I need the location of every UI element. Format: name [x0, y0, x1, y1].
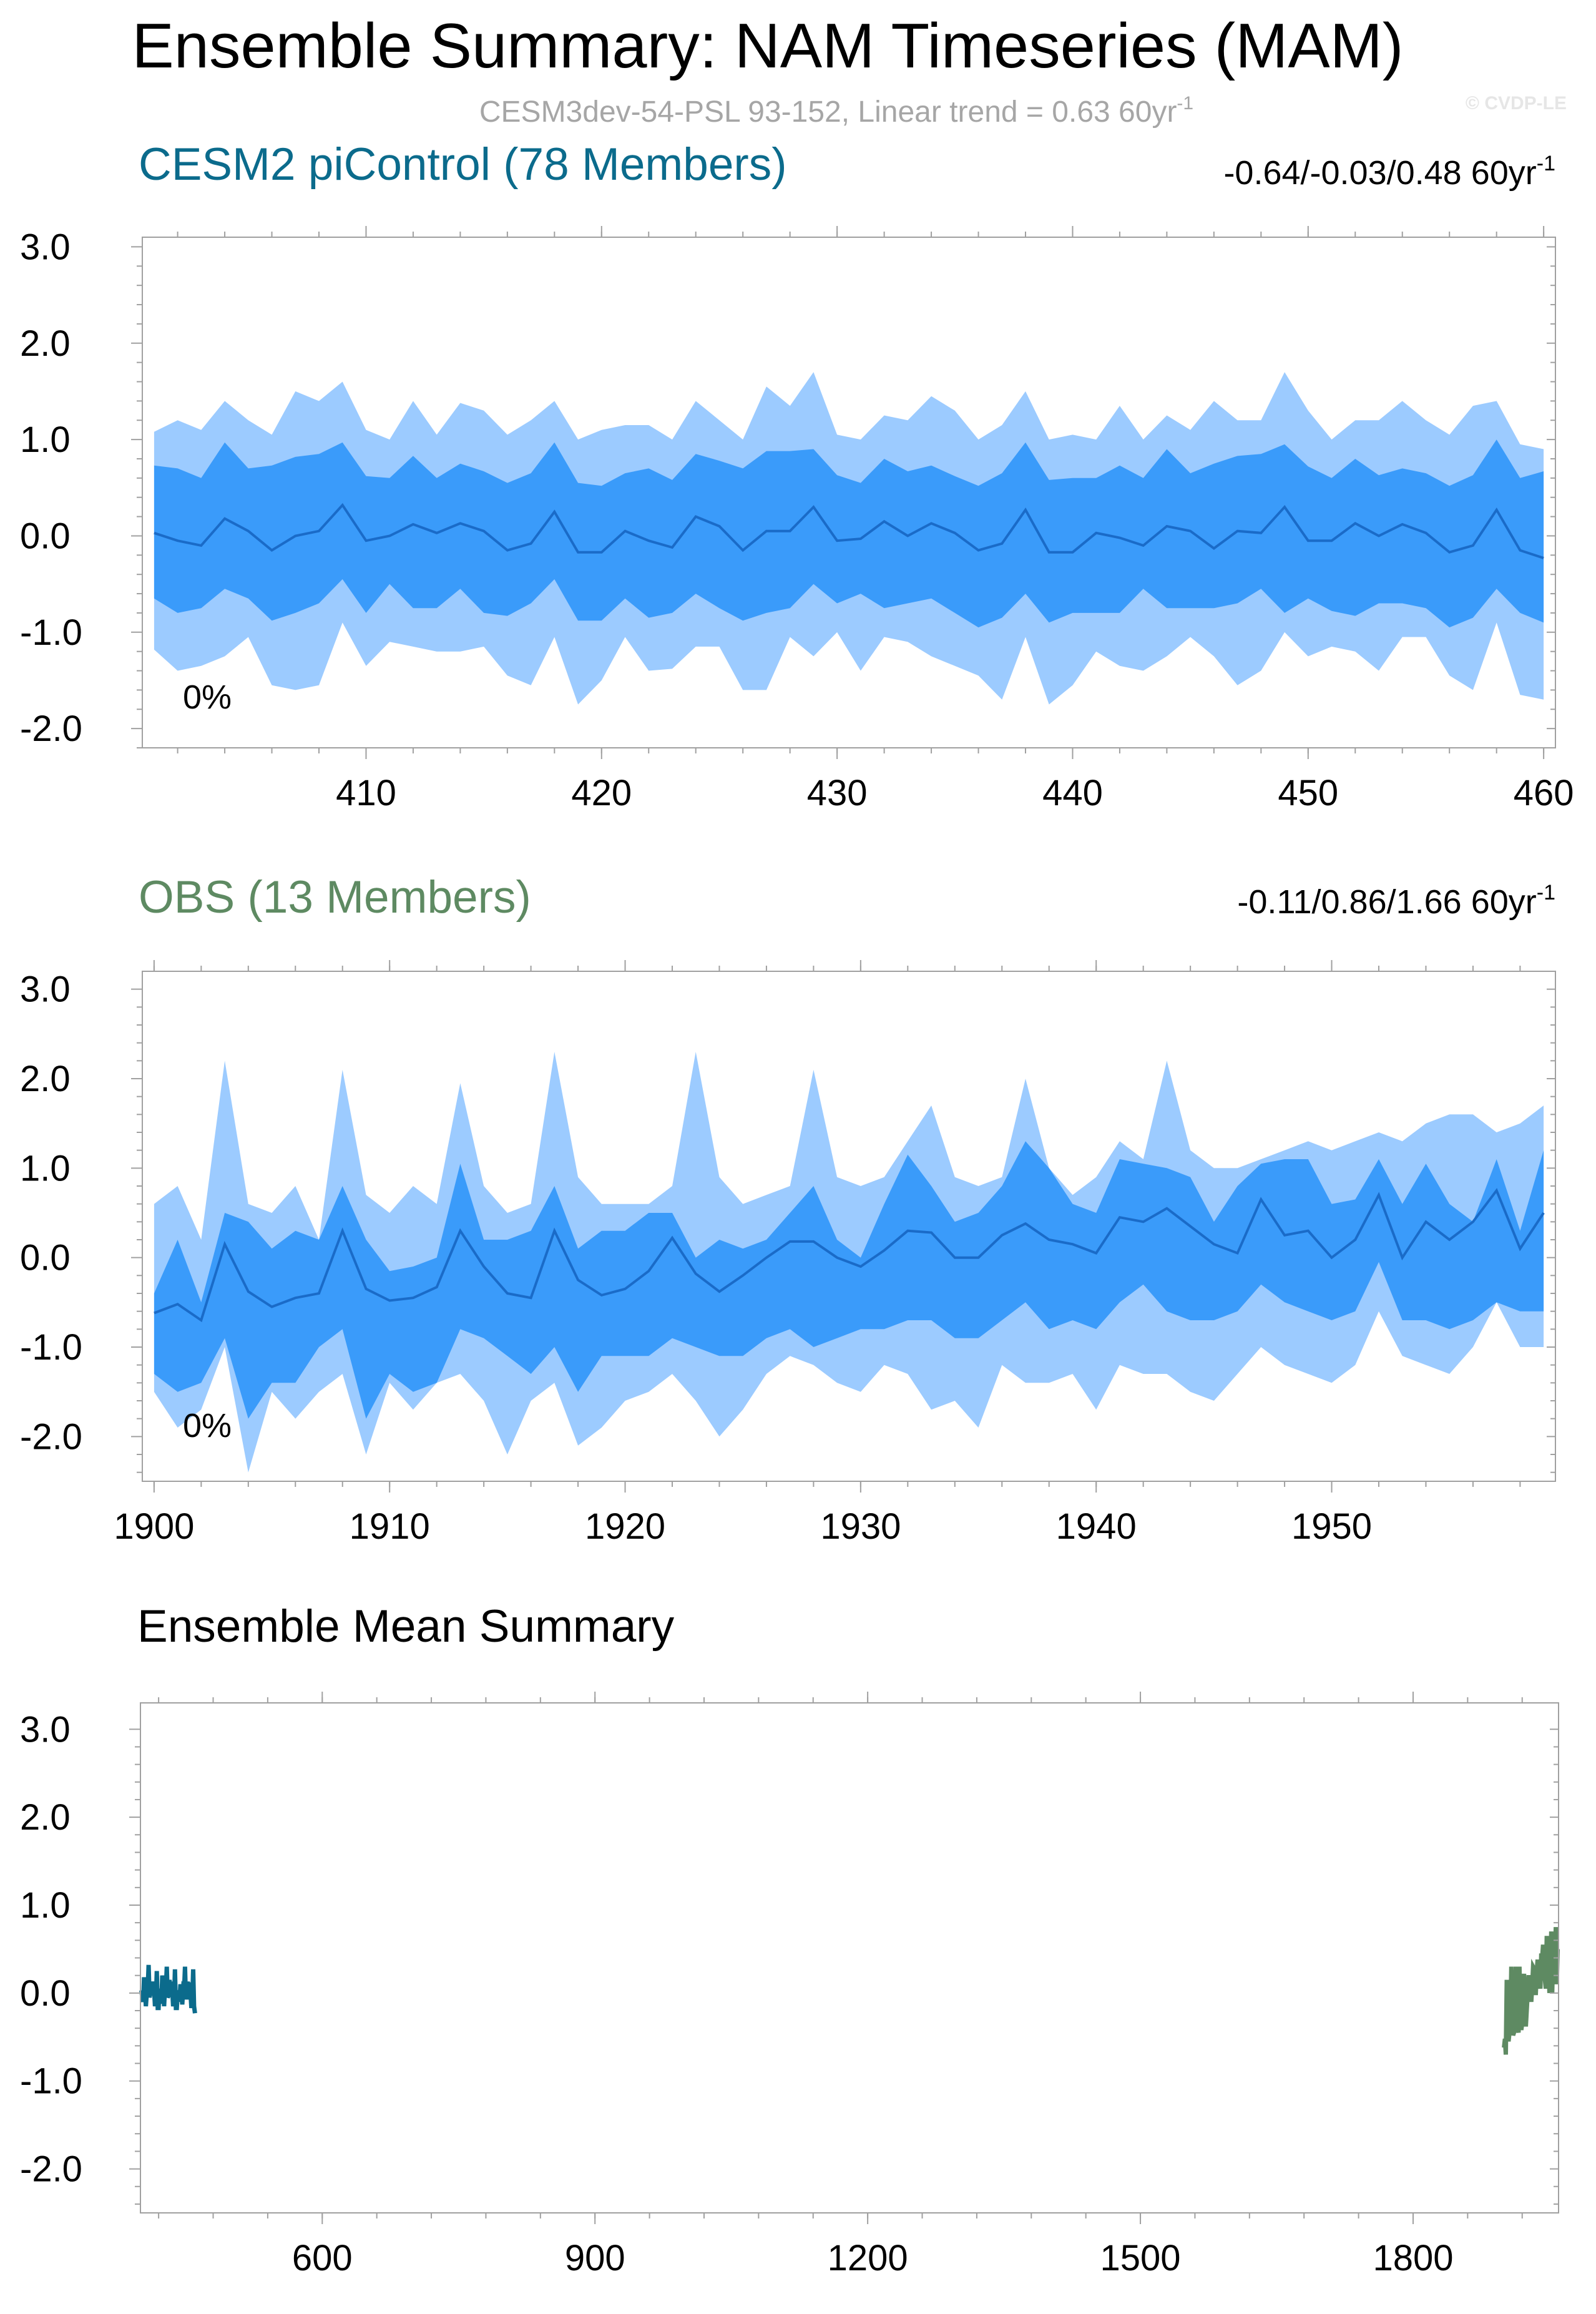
cesm2-mean-series	[139, 1964, 197, 2014]
y-tick-label: 0.0	[20, 1238, 71, 1278]
plot-frame	[140, 1702, 1559, 2213]
y-tick-label: -1.0	[20, 2061, 82, 2102]
x-tick-label: 420	[571, 773, 632, 813]
watermark: © CVDP-LE	[1466, 93, 1567, 114]
plot-frame	[142, 971, 1556, 1482]
figure-title: Ensemble Summary: NAM Timeseries (MAM)	[132, 11, 1403, 81]
x-tick-label: 1500	[1100, 2238, 1181, 2278]
panel-title: Ensemble Mean Summary	[137, 1601, 675, 1652]
x-tick-label: 450	[1278, 773, 1338, 813]
x-tick-label: 460	[1514, 773, 1574, 813]
x-tick-label: 1920	[585, 1506, 665, 1547]
inner-spread-band	[154, 439, 1544, 628]
y-tick-label: 3.0	[20, 1709, 71, 1750]
figure-subtitle-text: CESM3dev-54-PSL 93-152, Linear trend = 0…	[479, 96, 1177, 129]
percent-label: 0%	[183, 1407, 232, 1444]
figure-subtitle: CESM3dev-54-PSL 93-152, Linear trend = 0…	[479, 93, 1193, 129]
y-tick-label: -2.0	[20, 2149, 82, 2190]
y-tick-label: 0.0	[20, 516, 71, 556]
x-tick-label: 900	[565, 2238, 625, 2278]
percent-label: 0%	[183, 679, 232, 716]
range-text-sup: -1	[1537, 152, 1555, 175]
x-tick-label: 1200	[828, 2238, 908, 2278]
inner-spread-band	[154, 1141, 1544, 1419]
y-tick-label: -2.0	[20, 708, 82, 749]
panel-ensemble-mean-summary: Ensemble Mean Summary 3.0 2.0 1.0 0.0 -1.0 -2…	[20, 1601, 1560, 2278]
range-text-main: -0.11/0.86/1.66 60yr	[1237, 883, 1536, 921]
x-tick-label: 1940	[1056, 1506, 1137, 1547]
y-tick-label: 2.0	[20, 1797, 71, 1838]
y-tick-label: 3.0	[20, 969, 71, 1010]
y-tick-label: -1.0	[20, 612, 82, 653]
panel-cesm2-picontrol: CESM2 piControl (78 Members) -0.64/-0.03…	[20, 139, 1574, 813]
range-text: -0.11/0.86/1.66 60yr-1	[1237, 881, 1555, 921]
y-tick-label: 2.0	[20, 323, 71, 364]
y-tick-label: 1.0	[20, 1148, 71, 1189]
plot-frame	[142, 237, 1556, 748]
figure-subtitle-sup: -1	[1177, 93, 1193, 114]
x-tick-label: 440	[1042, 773, 1103, 813]
plot-area-ensemble-mean: 3.0 2.0 1.0 0.0 -1.0 -2.0 600 900 1200 1500 1800	[20, 1692, 1560, 2278]
range-text: -0.64/-0.03/0.48 60yr-1	[1223, 152, 1555, 192]
plot-area-cesm2: 3.0 2.0 1.0 0.0 -1.0 -2.0 410 420 430 440 450 460	[20, 226, 1574, 813]
x-tick-label: 1910	[350, 1506, 430, 1547]
range-text-sup: -1	[1537, 881, 1555, 905]
x-tick-label: 600	[292, 2238, 353, 2278]
x-tick-label: 1930	[820, 1506, 901, 1547]
panel-obs: OBS (13 Members) -0.11/0.86/1.66 60yr-1 …	[20, 872, 1556, 1547]
y-tick-label: 0.0	[20, 1973, 71, 2014]
y-tick-label: 2.0	[20, 1059, 71, 1099]
x-tick-label: 430	[807, 773, 868, 813]
ensemble-mean-line	[154, 503, 1544, 559]
plot-area-obs: 3.0 2.0 1.0 0.0 -1.0 -2.0 1900 1910 1920 1930 1940…	[20, 960, 1556, 1547]
x-tick-label: 1950	[1291, 1506, 1372, 1547]
ensemble-mean-line	[154, 1188, 1545, 1323]
y-tick-label: 1.0	[20, 419, 71, 460]
x-tick-label: 1900	[114, 1506, 194, 1547]
obs-mean-series	[1502, 1927, 1560, 2055]
y-tick-label: 1.0	[20, 1885, 71, 1926]
x-tick-label: 410	[336, 773, 396, 813]
x-tick-label: 1800	[1373, 2238, 1453, 2278]
y-tick-label: -1.0	[20, 1327, 82, 1368]
range-text-main: -0.64/-0.03/0.48 60yr	[1223, 154, 1536, 192]
panel-title: CESM2 piControl (78 Members)	[139, 139, 787, 190]
y-tick-label: -2.0	[20, 1416, 82, 1457]
y-tick-label: 3.0	[20, 227, 71, 267]
panel-title: OBS (13 Members)	[139, 872, 531, 923]
